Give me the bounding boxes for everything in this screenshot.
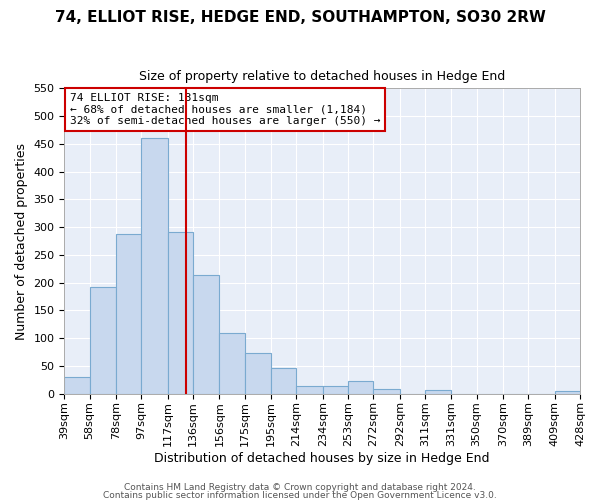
Bar xyxy=(555,392,580,394)
Bar xyxy=(373,388,400,394)
Bar xyxy=(116,234,141,394)
Bar xyxy=(271,368,296,394)
Bar xyxy=(89,287,116,394)
Text: Contains public sector information licensed under the Open Government Licence v3: Contains public sector information licen… xyxy=(103,490,497,500)
Bar xyxy=(141,138,168,394)
Bar xyxy=(348,382,373,394)
Bar xyxy=(323,386,348,394)
Bar xyxy=(425,390,451,394)
Text: Contains HM Land Registry data © Crown copyright and database right 2024.: Contains HM Land Registry data © Crown c… xyxy=(124,484,476,492)
Bar xyxy=(193,276,220,394)
X-axis label: Distribution of detached houses by size in Hedge End: Distribution of detached houses by size … xyxy=(154,452,490,465)
Bar xyxy=(245,353,271,394)
Bar xyxy=(64,377,89,394)
Text: 74, ELLIOT RISE, HEDGE END, SOUTHAMPTON, SO30 2RW: 74, ELLIOT RISE, HEDGE END, SOUTHAMPTON,… xyxy=(55,10,545,25)
Bar xyxy=(296,386,323,394)
Bar xyxy=(220,332,245,394)
Bar xyxy=(168,232,193,394)
Text: 74 ELLIOT RISE: 131sqm
← 68% of detached houses are smaller (1,184)
32% of semi-: 74 ELLIOT RISE: 131sqm ← 68% of detached… xyxy=(70,93,380,126)
Y-axis label: Number of detached properties: Number of detached properties xyxy=(15,142,28,340)
Title: Size of property relative to detached houses in Hedge End: Size of property relative to detached ho… xyxy=(139,70,505,83)
